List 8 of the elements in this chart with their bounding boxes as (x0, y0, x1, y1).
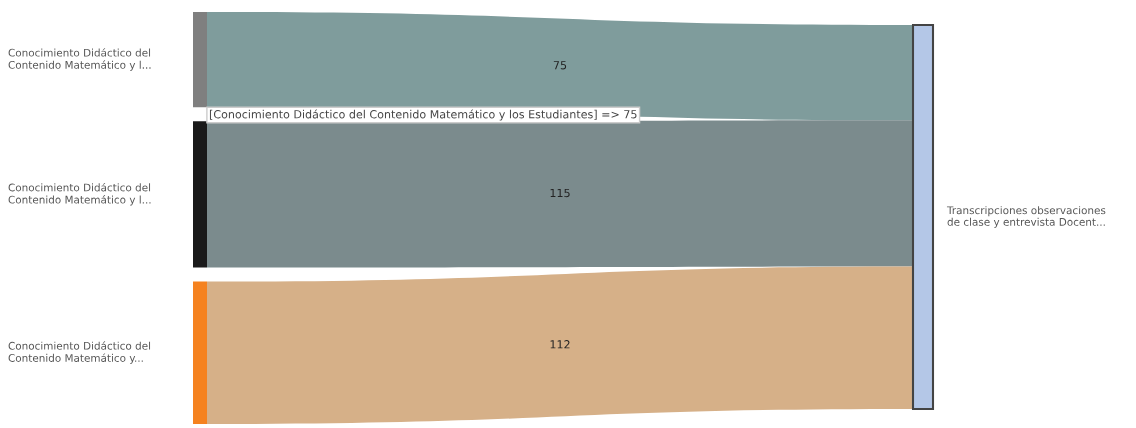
data-label: 115 (550, 188, 570, 198)
text: Transcripciones observaciones de clase y entrevista Docent... (946, 206, 1106, 228)
data-label: 75 (553, 61, 567, 70)
category-label: Conocimiento Didáctico del Contenido Matemático y l... (8, 48, 151, 71)
category-label: Conocimiento Didáctico del Contenido Matemático y... (8, 341, 151, 364)
text: [Conocimiento Didáctico del Contenido Matemático y los Estudiantes] => 75 (209, 109, 637, 121)
data-label: 112 (550, 340, 570, 349)
category-label: Conocimiento Didáctico del Contenido Matemático y l... (8, 182, 151, 206)
